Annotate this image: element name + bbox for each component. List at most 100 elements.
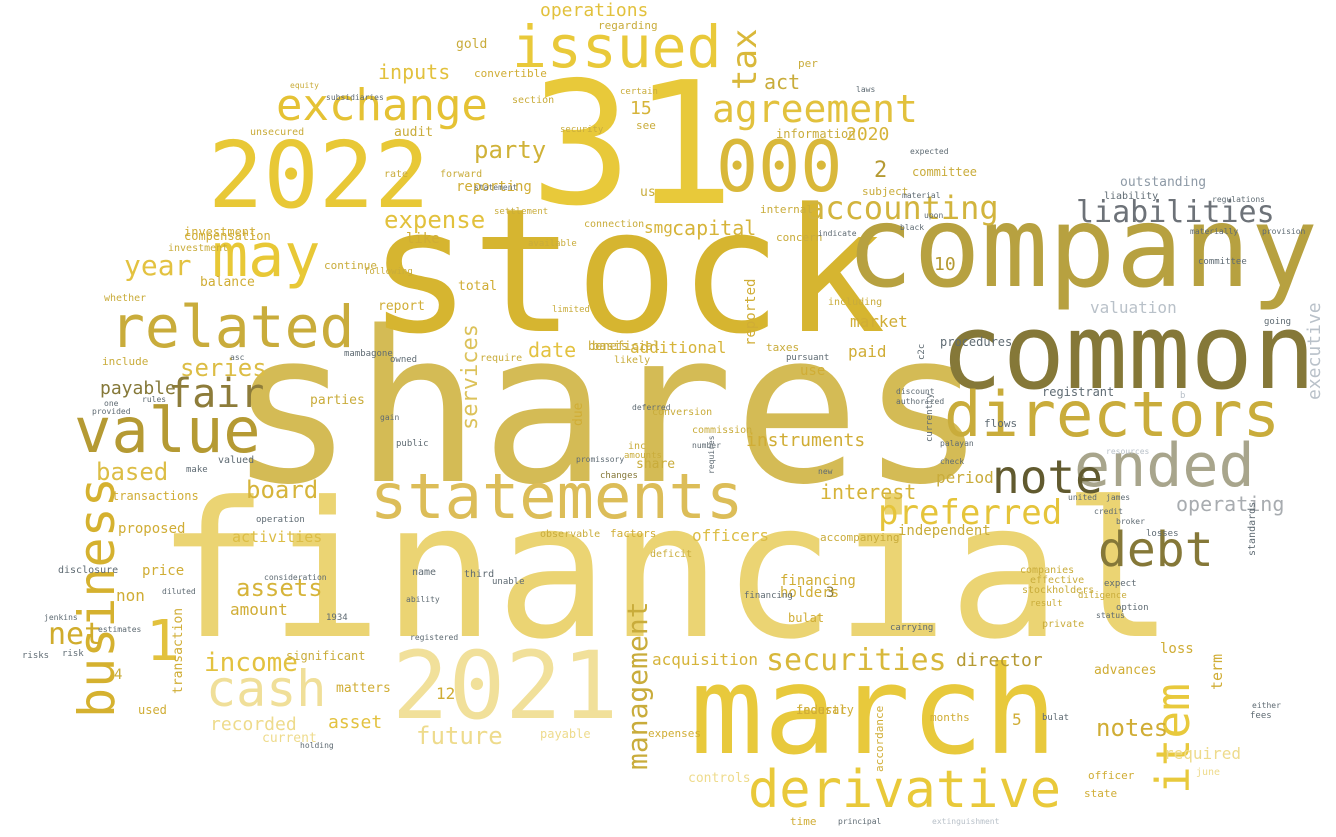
word: officers xyxy=(692,526,770,545)
word: credit xyxy=(1094,507,1123,516)
word: effective xyxy=(1030,575,1085,586)
word: assets xyxy=(236,574,323,602)
word: capital xyxy=(672,216,757,240)
word: term xyxy=(1208,653,1226,690)
word: current xyxy=(262,731,317,746)
word: section xyxy=(512,95,555,106)
word: 2022 xyxy=(208,122,430,229)
word: diluted xyxy=(162,587,196,596)
word: deficit xyxy=(650,549,693,560)
word: share xyxy=(636,457,676,472)
word: beneficial xyxy=(588,339,661,353)
word: transactions xyxy=(112,489,199,503)
word: based xyxy=(96,458,169,486)
word: jenkins xyxy=(44,613,78,622)
word: director xyxy=(956,650,1043,671)
word: pursuant xyxy=(786,353,830,363)
word: public xyxy=(396,439,429,449)
word: provision xyxy=(1262,227,1306,236)
word: paid xyxy=(848,342,887,361)
word: registered xyxy=(410,633,459,642)
word: officer xyxy=(1088,769,1135,782)
word: changes xyxy=(600,471,638,481)
word: 5 xyxy=(1012,710,1022,729)
word: recorded xyxy=(210,714,297,735)
word: valued xyxy=(218,455,255,466)
word: used xyxy=(138,703,167,717)
word: may xyxy=(212,221,321,291)
word: exchange xyxy=(276,80,488,131)
word: tax xyxy=(725,28,765,90)
word: parties xyxy=(310,393,365,408)
word: either xyxy=(1252,701,1281,710)
word: connection xyxy=(584,219,645,230)
word: promissory xyxy=(576,455,625,464)
word: holders xyxy=(780,585,840,601)
word: authorized xyxy=(896,397,945,406)
word: transaction xyxy=(171,607,186,694)
word: companies xyxy=(1020,565,1075,576)
word: basis xyxy=(592,339,629,353)
word: stock xyxy=(368,171,886,372)
word: option xyxy=(1116,603,1149,613)
word: rate xyxy=(384,169,409,180)
word: related xyxy=(110,293,355,361)
word: third xyxy=(464,569,495,580)
word: upon xyxy=(924,211,944,220)
word: b xyxy=(1180,391,1186,401)
word: 1934 xyxy=(326,613,348,623)
word: smg xyxy=(644,218,673,237)
word: 3 xyxy=(826,585,835,601)
word: going xyxy=(1264,317,1292,327)
word: reporting xyxy=(456,179,532,195)
word: flows xyxy=(984,417,1018,430)
word: outstanding xyxy=(1120,175,1207,190)
word: likely xyxy=(614,355,651,366)
word: convertible xyxy=(474,67,547,80)
word: holding xyxy=(300,741,334,750)
word: note xyxy=(992,450,1103,504)
word: debt xyxy=(1098,522,1214,578)
word: due xyxy=(571,402,586,426)
word: internal xyxy=(760,203,813,216)
word: executive xyxy=(1304,302,1325,400)
word: expense xyxy=(384,206,486,234)
word: 4 xyxy=(114,667,123,683)
word: accounting xyxy=(806,189,999,227)
word: controls xyxy=(688,771,751,786)
word: party xyxy=(474,136,547,164)
word: us xyxy=(640,185,656,200)
word: registrant xyxy=(1042,385,1115,399)
word: inputs xyxy=(378,60,451,84)
word: subsidiaries xyxy=(326,93,384,102)
word: total xyxy=(458,279,498,294)
word: procedures xyxy=(940,335,1013,349)
word: name xyxy=(412,567,437,578)
word: financing xyxy=(744,591,793,601)
word: cash xyxy=(206,660,327,718)
word: make xyxy=(186,465,208,475)
word: balance xyxy=(200,275,255,290)
word: march xyxy=(690,640,1058,782)
word: notes xyxy=(1096,714,1169,742)
word: provided xyxy=(92,407,131,416)
word: federal xyxy=(796,703,847,717)
word: taxes xyxy=(766,341,800,354)
word: forward xyxy=(440,169,483,180)
word: estimates xyxy=(98,625,142,634)
word: price xyxy=(142,563,185,579)
word: see xyxy=(636,119,656,132)
word: gain xyxy=(380,413,400,422)
word: include xyxy=(102,355,149,368)
word: interest xyxy=(820,480,917,504)
word: standards xyxy=(1247,501,1258,556)
word: fair xyxy=(168,371,265,417)
word: indicate xyxy=(818,229,857,238)
word: extinguishment xyxy=(932,817,1000,826)
word: committee xyxy=(912,165,978,179)
word: bulat xyxy=(1042,713,1070,723)
word: significant xyxy=(286,649,366,663)
word: like xyxy=(406,231,440,247)
word: services xyxy=(458,324,483,430)
